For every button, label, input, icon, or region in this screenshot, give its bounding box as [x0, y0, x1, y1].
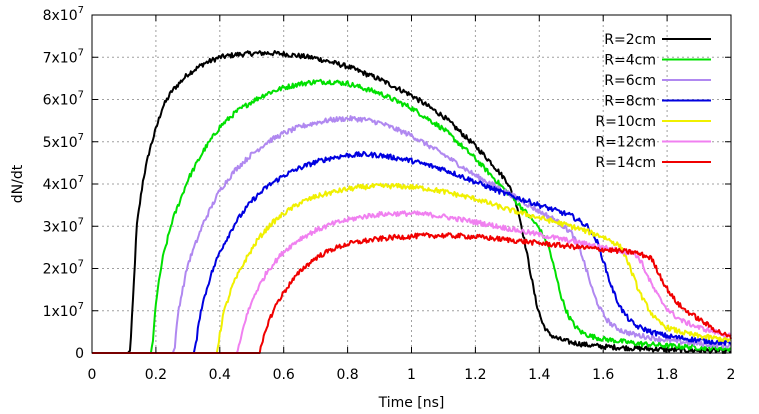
legend-label: R=14cm [595, 155, 656, 171]
legend-label: R=6cm [604, 73, 656, 89]
series-line-r-2cm [92, 50, 732, 354]
y-tick-label: 5x107 [43, 132, 84, 151]
x-tick-label: 1.4 [528, 367, 550, 383]
x-tick-label: 2 [727, 367, 736, 383]
y-tick-label: 0 [75, 346, 84, 362]
x-tick-label: 0.6 [273, 367, 295, 383]
legend-label: R=8cm [604, 94, 656, 110]
x-axis: 0 0.2 0.4 0.6 0.8 1 1.2 1.4 1.6 1.8 2 [88, 15, 736, 383]
y-tick-label: 3x107 [43, 216, 84, 235]
legend-label: R=2cm [604, 32, 656, 48]
legend-label: R=10cm [595, 114, 656, 130]
x-tick-label: 1.6 [592, 367, 614, 383]
x-tick-label: 1 [407, 367, 416, 383]
y-tick-label: 6x107 [43, 90, 84, 109]
legend-label: R=12cm [595, 135, 656, 151]
legend-label: R=4cm [604, 53, 656, 69]
y-tick-label: 4x107 [43, 174, 84, 193]
y-axis-title: dN/dt [10, 164, 26, 203]
y-tick-label: 8x107 [43, 5, 84, 24]
series-line-r-4cm [92, 78, 732, 354]
x-tick-label: 0.2 [145, 367, 167, 383]
x-tick-label: 1.8 [656, 367, 678, 383]
x-tick-label: 0.4 [209, 367, 231, 383]
x-tick-label: 0.8 [336, 367, 358, 383]
y-axis: 0 1x107 2x107 3x107 4x107 5x107 6x107 7x107 8x10… [43, 5, 731, 362]
series-line-r-8cm [92, 150, 732, 354]
legend: R=2cm R=4cm R=6cm R=8cm R=10cm R=12cm R=14cm [595, 32, 711, 171]
y-tick-label: 2x107 [43, 259, 84, 278]
y-tick-label: 1x107 [43, 301, 84, 320]
x-tick-label: 1.2 [464, 367, 486, 383]
x-tick-label: 0 [88, 367, 97, 383]
grid [92, 15, 731, 353]
series-line-r-6cm [92, 115, 731, 354]
x-axis-title: Time [ns] [378, 395, 445, 411]
y-tick-label: 7x107 [43, 47, 84, 66]
